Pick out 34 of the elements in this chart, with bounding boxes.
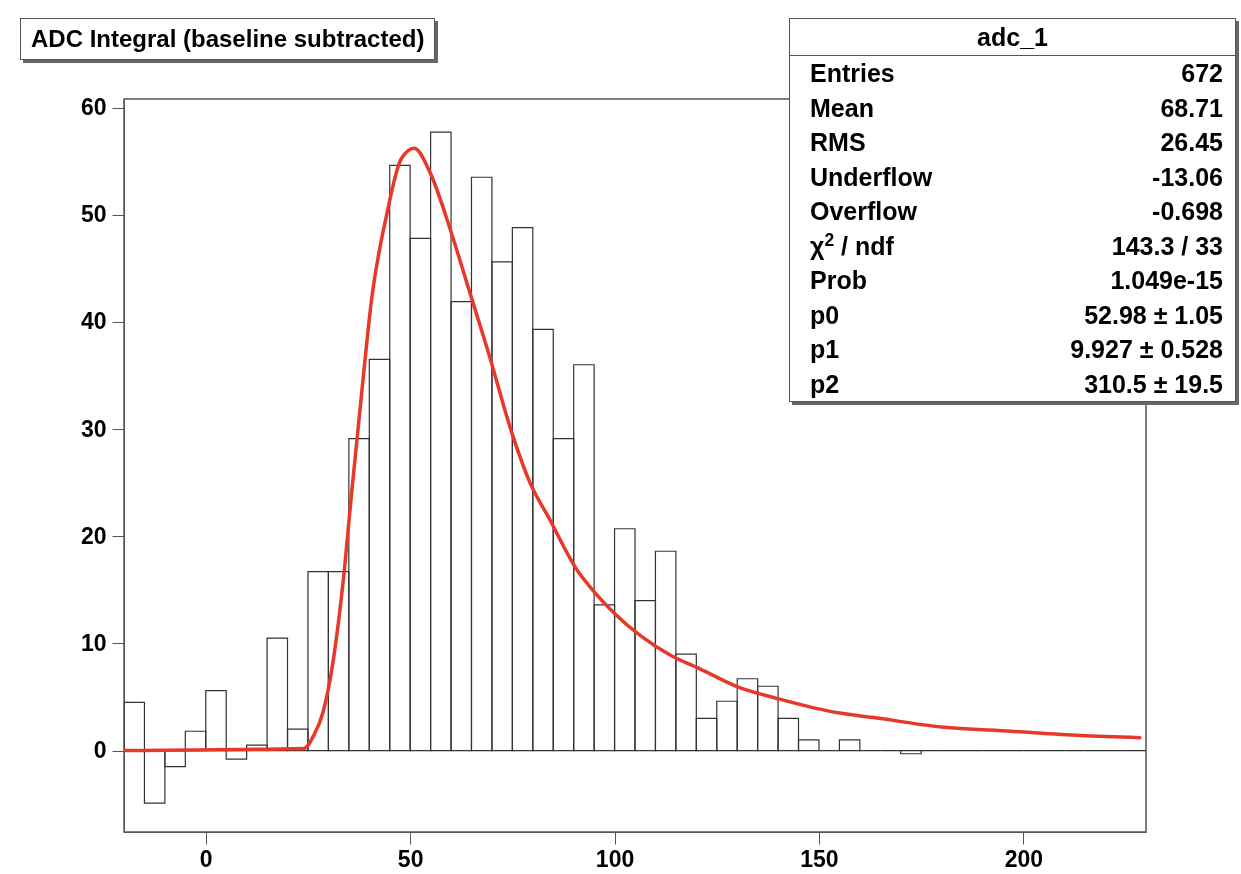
- annotation: 9.927 ± 0.528: [1070, 334, 1223, 365]
- x-tick-label: 200: [1004, 845, 1044, 872]
- annotation: 1.049e-15: [1110, 265, 1223, 296]
- text: Entries: [810, 58, 895, 89]
- text: -0.698: [1152, 196, 1223, 227]
- annotation: Prob: [810, 265, 867, 296]
- y-tick-label: 60: [80, 94, 107, 121]
- annotation: p1: [810, 334, 840, 365]
- x-tick-label: 50: [397, 845, 424, 872]
- annotation: 52.98 ± 1.05: [1084, 299, 1223, 331]
- y-tick-label: 0: [93, 737, 107, 764]
- annotation: χ$^{2}$ / ndf: [810, 228, 894, 262]
- annotation: Underflow: [810, 161, 933, 193]
- annotation: Overflow: [810, 196, 917, 227]
- annotation: 310.5 ± 19.5: [1084, 368, 1223, 400]
- x-tick-label: 150: [800, 845, 839, 872]
- y-tick-label: 50: [80, 201, 107, 228]
- x-tick-label: 0: [199, 845, 213, 872]
- text: 68.71: [1160, 92, 1223, 124]
- text: adc_1: [790, 19, 1235, 56]
- annotation: Mean: [810, 92, 874, 124]
- x-tick-label: 100: [595, 845, 635, 872]
- annotation: p2: [810, 368, 840, 400]
- annotation: p0: [810, 299, 840, 331]
- y-tick-label: 20: [80, 522, 107, 549]
- y-tick-label: 10: [80, 629, 107, 656]
- annotation: RMS: [810, 127, 866, 158]
- annotation: 143.3 / 33: [1111, 230, 1223, 262]
- text: -13.06: [1152, 161, 1223, 193]
- chart-title: ADC Integral (baseline subtracted): [20, 18, 436, 60]
- y-tick-label: 40: [80, 308, 107, 335]
- text: 672: [1181, 58, 1223, 89]
- text: 26.45: [1160, 127, 1223, 158]
- y-tick-label: 30: [80, 415, 107, 442]
